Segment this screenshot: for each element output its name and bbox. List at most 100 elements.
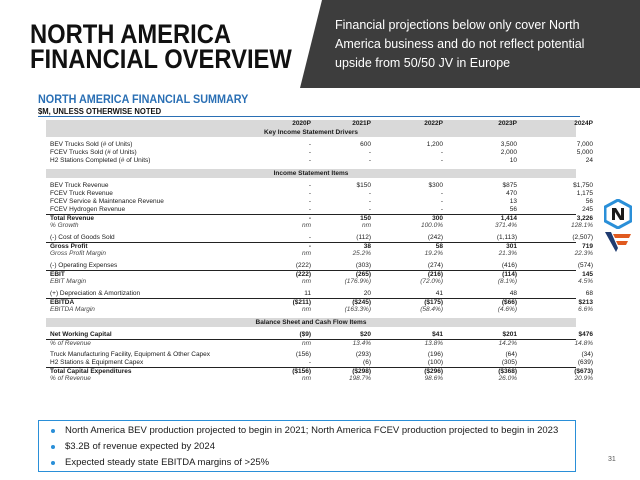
cell: - [368, 206, 371, 213]
cell: - [308, 206, 311, 213]
row-label: Gross Profit [50, 243, 88, 250]
cell: (305) [501, 359, 517, 366]
page-title: NORTH AMERICA FINANCIAL OVERVIEW [30, 19, 292, 73]
cell: nm [301, 250, 311, 257]
table-header-row: 2020P 2021P 2022P 2023P 2024P [46, 120, 593, 128]
table-row-ebitda: EBITDA ($211) ($245) ($175) ($66) $213 [46, 298, 593, 306]
cell: 20.9% [574, 375, 593, 382]
cell: $300 [428, 182, 443, 189]
cell: (416) [501, 262, 517, 269]
row-label: FCEV Trucks Sold (# of Units) [50, 149, 137, 156]
bullet-item: $3.2B of revenue expected by 2024 [49, 439, 575, 455]
cell: 58 [435, 243, 443, 250]
table-row-total-revenue: Total Revenue - 150 300 1,414 3,226 [46, 214, 593, 222]
cell: 100.0% [420, 222, 443, 229]
cell: 371.4% [494, 222, 517, 229]
cell: 56 [585, 198, 593, 205]
cell: - [308, 198, 311, 205]
cell: ($673) [574, 368, 593, 375]
cell: - [308, 141, 311, 148]
table-row: H2 Stations & Equipment Capex - (6) (100… [46, 359, 593, 367]
header-2021p: 2021P [352, 120, 371, 127]
table-row: EBITDA Margin nm (163.3%) (58.4%) (4.6%)… [46, 306, 593, 314]
table-row-total-capex: Total Capital Expenditures ($156) ($298)… [46, 367, 593, 375]
cell: - [308, 149, 311, 156]
header-2022p: 2022P [424, 120, 443, 127]
row-label: Net Working Capital [50, 331, 112, 338]
row-label: FCEV Service & Maintenance Revenue [50, 198, 164, 205]
cell: 13.8% [424, 340, 443, 347]
summary-subtitle: $M, UNLESS OTHERWISE NOTED [38, 106, 162, 116]
cell: 11 [304, 290, 311, 297]
section-label: Income Statement Items [273, 170, 349, 177]
cell: (265) [355, 271, 371, 278]
cell: $875 [502, 182, 517, 189]
cell: - [368, 190, 371, 197]
callout-box [300, 0, 640, 88]
cell: nm [301, 222, 311, 229]
cell: - [440, 190, 443, 197]
header-2024p: 2024P [574, 120, 593, 127]
header-2020p: 2020P [292, 120, 311, 127]
page-title-line1: NORTH AMERICA [30, 19, 232, 49]
cell: 19.2% [424, 250, 443, 257]
cell: 198.7% [348, 375, 371, 382]
row-label: EBITDA Margin [50, 306, 95, 313]
cell: $1,750 [573, 182, 593, 189]
table-row: FCEV Service & Maintenance Revenue - - -… [46, 198, 593, 206]
cell: (58.4%) [420, 306, 443, 313]
financial-summary-table: 2020P 2021P 2022P 2023P 2024P Key Income… [46, 120, 593, 383]
cell: (1,113) [496, 234, 517, 241]
cell: 56 [509, 206, 517, 213]
cell: (156) [295, 351, 311, 358]
cell: (222) [295, 262, 311, 269]
cell: $150 [356, 182, 371, 189]
row-label: Total Revenue [50, 215, 94, 222]
table-row: (+) Depreciation & Amortization 11 20 41… [46, 290, 593, 298]
cell: - [440, 149, 443, 156]
cell: - [308, 359, 311, 366]
cell: (639) [577, 359, 593, 366]
cell: 98.6% [424, 375, 443, 382]
cell: 1,200 [426, 141, 443, 148]
cell: - [440, 198, 443, 205]
cell: (196) [427, 351, 443, 358]
cell: (34) [581, 351, 593, 358]
table-row: BEV Truck Revenue - $150 $300 $875 $1,75… [46, 182, 593, 190]
row-label: Truck Manufacturing Facility, Equipment … [50, 351, 211, 358]
cell: - [368, 157, 371, 164]
row-label: (-) Operating Expenses [50, 262, 118, 269]
section-label: Balance Sheet and Cash Flow Items [255, 319, 367, 326]
row-label: FCEV Truck Revenue [50, 190, 113, 197]
row-label: H2 Stations & Equipment Capex [50, 359, 144, 366]
cell: (574) [577, 262, 593, 269]
row-label: FCEV Hydrogen Revenue [50, 206, 126, 213]
table-row: (-) Cost of Goods Sold - (112) (242) (1,… [46, 234, 593, 242]
cell: nm [301, 340, 311, 347]
header-2023p: 2023P [498, 120, 517, 127]
cell: (112) [356, 234, 371, 241]
cell: (303) [355, 262, 371, 269]
cell: - [308, 182, 311, 189]
page-number: 31 [608, 456, 616, 463]
table-row: FCEV Truck Revenue - - - 470 1,175 [46, 190, 593, 198]
cell: (2,507) [572, 234, 593, 241]
cell: (274) [427, 262, 443, 269]
cell: 10 [509, 157, 517, 164]
cell: $20 [360, 331, 371, 338]
cell: - [368, 149, 371, 156]
table-row: EBIT Margin nm (176.9%) (72.0%) (8.1%) 4… [46, 278, 593, 286]
table-row: FCEV Trucks Sold (# of Units) - - - 2,00… [46, 149, 593, 157]
vectoiq-logo-icon [605, 232, 631, 252]
cell: 13.4% [352, 340, 371, 347]
cell: (242) [427, 234, 443, 241]
table-row-nwc: Net Working Capital ($9) $20 $41 $201 $4… [46, 331, 593, 339]
cell: 6.6% [578, 306, 593, 313]
row-label: Total Capital Expenditures [50, 368, 132, 375]
row-label: % of Revenue [50, 375, 91, 382]
cell: ($156) [292, 368, 311, 375]
cell: 301 [506, 243, 517, 250]
cell: 3,226 [576, 215, 593, 222]
row-label: Gross Profit Margin [50, 250, 106, 257]
row-label: BEV Truck Revenue [50, 182, 109, 189]
